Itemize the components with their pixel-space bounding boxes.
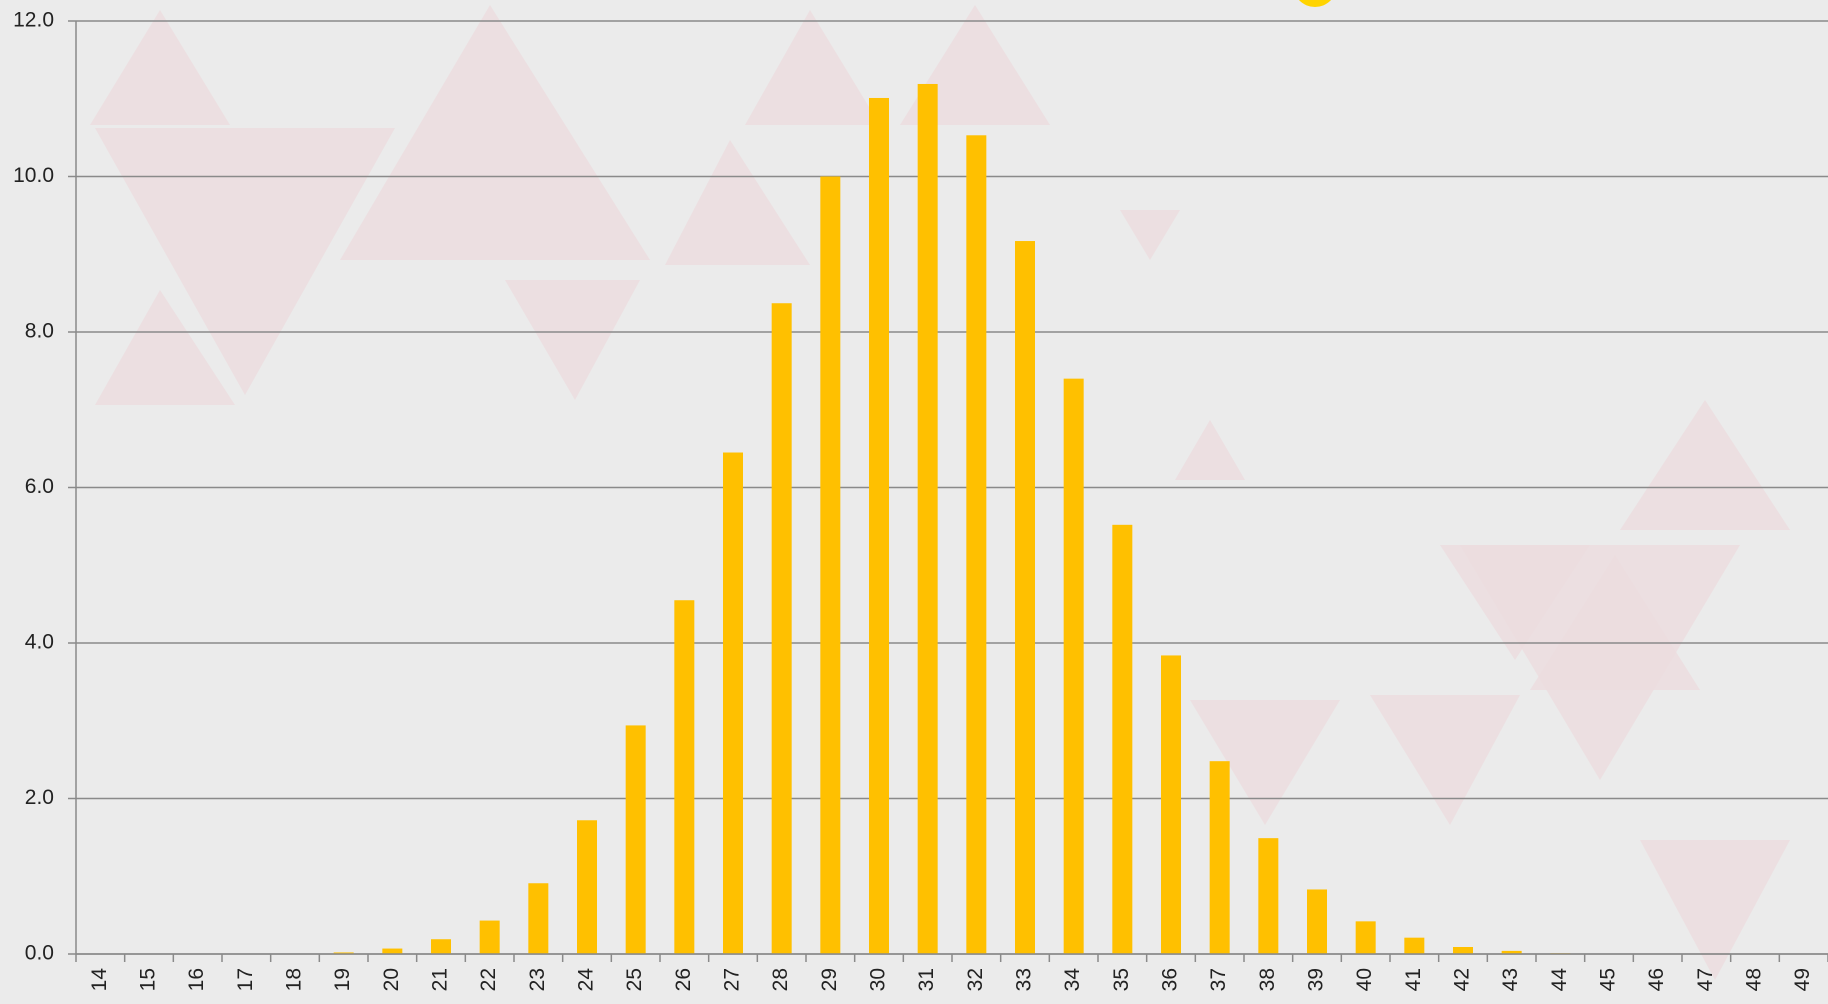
bar xyxy=(333,952,354,954)
x-tick-label: 28 xyxy=(769,968,792,991)
x-tick-label: 16 xyxy=(185,968,208,991)
x-tick-label: 21 xyxy=(429,968,452,991)
x-tick-label: 32 xyxy=(964,968,987,991)
y-tick-label: 4.0 xyxy=(25,631,54,654)
y-tick-label: 0.0 xyxy=(25,942,54,965)
x-tick-label: 24 xyxy=(575,968,598,992)
x-tick-label: 42 xyxy=(1451,968,1474,991)
x-tick-label: 47 xyxy=(1694,968,1717,991)
bar xyxy=(771,303,792,954)
y-tick-label: 2.0 xyxy=(25,786,54,809)
x-tick-label: 39 xyxy=(1305,968,1328,991)
x-tick-label: 22 xyxy=(477,968,500,991)
y-tick-label: 8.0 xyxy=(25,320,54,343)
background-decoration xyxy=(90,5,1790,980)
bar xyxy=(820,176,841,954)
x-tick-label: 43 xyxy=(1499,968,1522,991)
bar xyxy=(723,452,743,954)
x-tick-label: 17 xyxy=(234,968,257,991)
bar xyxy=(1307,889,1327,954)
x-tick-label: 35 xyxy=(1110,968,1133,991)
x-tick-label: 49 xyxy=(1791,968,1814,991)
bar xyxy=(917,83,938,955)
x-tick-label: 15 xyxy=(137,968,160,991)
bar xyxy=(1161,655,1181,954)
x-tick-label: 25 xyxy=(623,968,646,991)
y-tick-label: 6.0 xyxy=(25,475,54,498)
bar xyxy=(966,135,987,955)
bar xyxy=(1063,378,1084,954)
bar xyxy=(479,920,500,954)
x-tick-label: 27 xyxy=(721,968,744,991)
y-tick-label: 12.0 xyxy=(13,9,54,32)
bar xyxy=(1404,937,1425,954)
x-tick-label: 23 xyxy=(526,968,549,991)
x-tick-label: 37 xyxy=(1207,968,1230,991)
x-tick-label: 48 xyxy=(1743,968,1766,991)
bar xyxy=(1453,947,1473,954)
x-tick-label: 20 xyxy=(380,968,403,991)
x-tick-label: 30 xyxy=(867,968,890,991)
bar xyxy=(382,948,403,954)
x-tick-label: 19 xyxy=(331,968,354,991)
x-tick-label: 18 xyxy=(283,968,306,991)
x-tick-label: 33 xyxy=(1013,968,1036,991)
x-tick-label: 38 xyxy=(1256,968,1279,991)
bar xyxy=(528,883,549,954)
bar xyxy=(1258,838,1279,954)
x-tick-label: 29 xyxy=(818,968,841,991)
x-tick-label: 41 xyxy=(1402,968,1425,991)
bar xyxy=(577,820,597,954)
x-tick-label: 36 xyxy=(1159,968,1182,991)
x-tick-label: 40 xyxy=(1353,968,1376,991)
x-tick-label: 14 xyxy=(88,968,111,992)
bar xyxy=(1355,921,1376,954)
bar xyxy=(1015,241,1035,955)
x-tick-label: 34 xyxy=(1061,968,1084,992)
bar xyxy=(1112,524,1133,954)
bar xyxy=(1209,761,1230,954)
bar xyxy=(674,600,695,954)
bar xyxy=(869,97,889,954)
x-tick-label: 44 xyxy=(1548,968,1571,992)
bar xyxy=(1501,950,1522,954)
bar xyxy=(431,939,451,954)
bar xyxy=(625,725,646,954)
decoration-circle xyxy=(1298,0,1332,7)
x-tick-label: 26 xyxy=(672,968,695,991)
x-tick-label: 31 xyxy=(915,968,938,991)
y-tick-label: 10.0 xyxy=(13,164,54,187)
x-tick-label: 45 xyxy=(1597,968,1620,991)
x-tick-label: 46 xyxy=(1645,968,1668,991)
